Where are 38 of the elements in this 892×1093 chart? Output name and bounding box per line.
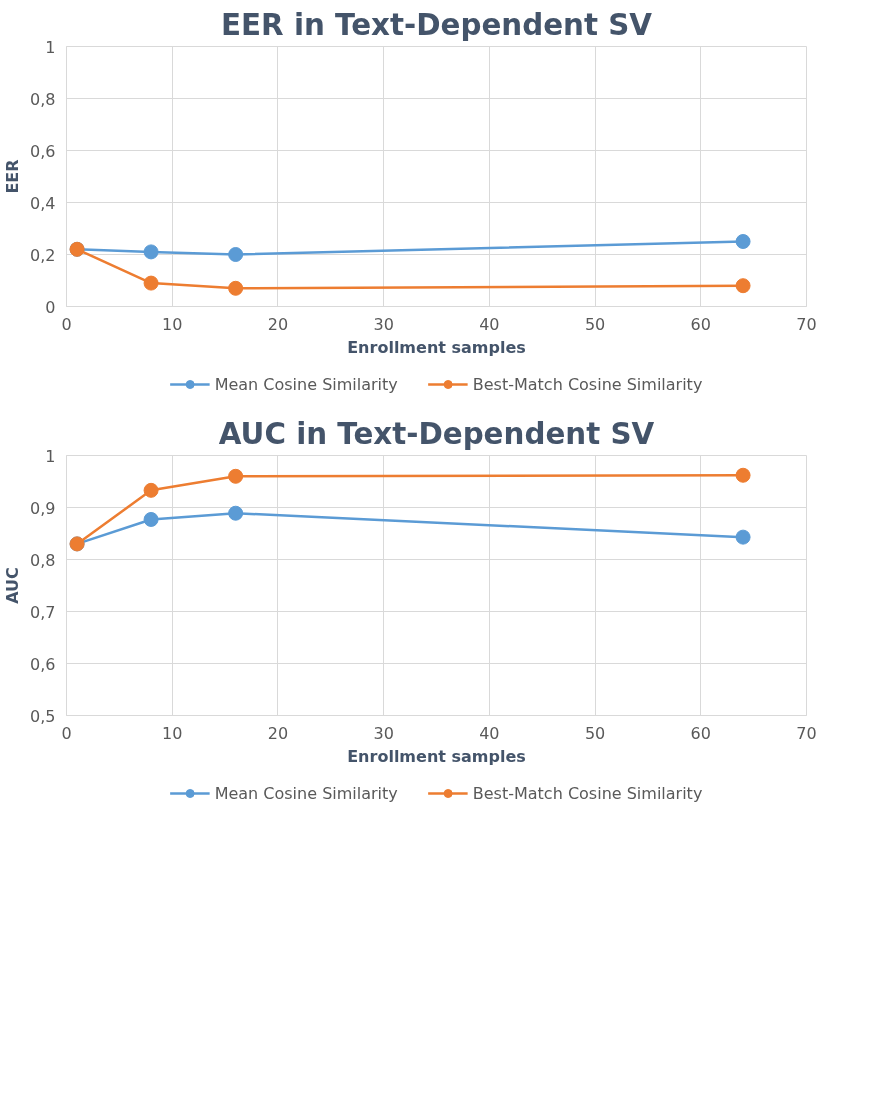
x-tick-label: 50 — [584, 314, 606, 334]
x-tick-label: 50 — [584, 723, 606, 743]
x-axis-title: Enrollment samples — [347, 746, 526, 766]
x-tick-label: 30 — [373, 723, 394, 743]
x-tick-label: 0 — [61, 314, 72, 334]
chart-title: EER in Text-Dependent SV — [221, 7, 653, 42]
x-tick-label: 10 — [162, 314, 183, 334]
x-tick-label: 10 — [162, 723, 183, 743]
x-tick-label: 70 — [796, 314, 817, 334]
legend-label: Mean Cosine Similarity — [214, 783, 398, 803]
x-tick-label: 30 — [373, 314, 394, 334]
x-tick-label: 60 — [690, 314, 711, 334]
x-axis-title: Enrollment samples — [347, 337, 526, 357]
y-tick-label: 0,7 — [30, 602, 56, 622]
x-tick-label: 60 — [690, 723, 711, 743]
y-axis-title: EER — [3, 159, 23, 194]
y-tick-label: 0,9 — [30, 498, 56, 518]
chart-title: AUC in Text-Dependent SV — [218, 416, 655, 451]
x-tick-label: 40 — [479, 723, 500, 743]
x-tick-label: 0 — [61, 723, 72, 743]
y-tick-label: 1 — [45, 446, 56, 466]
x-tick-label: 70 — [796, 723, 817, 743]
x-tick-label: 20 — [267, 314, 289, 334]
y-tick-label: 0 — [45, 297, 56, 317]
y-axis-title: AUC — [3, 567, 23, 604]
legend-label: Best-Match Cosine Similarity — [472, 783, 703, 803]
x-tick-label: 40 — [479, 314, 500, 334]
legend-label: Best-Match Cosine Similarity — [472, 374, 703, 394]
y-tick-label: 0,2 — [30, 245, 56, 265]
legend-label: Mean Cosine Similarity — [214, 374, 398, 394]
y-tick-label: 0,8 — [30, 89, 56, 109]
y-tick-label: 1 — [45, 37, 56, 57]
y-tick-label: 0,6 — [30, 141, 56, 161]
y-tick-label: 0,6 — [30, 654, 56, 674]
y-tick-label: 0,8 — [30, 550, 56, 570]
y-tick-label: 0,4 — [30, 193, 56, 213]
x-tick-label: 20 — [267, 723, 289, 743]
y-tick-label: 0,5 — [30, 706, 56, 726]
